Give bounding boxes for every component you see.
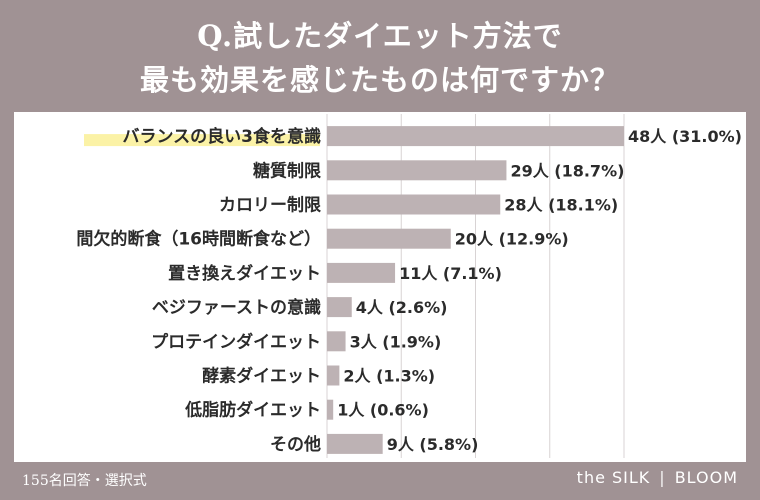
bar xyxy=(327,228,451,249)
value-label: 3人 (1.9%) xyxy=(350,332,442,351)
respondent-note: 155名回答・選択式 xyxy=(22,473,147,489)
bar-chart: バランスの良い3食を意識 48人 (31.0%) 糖質制限 29人 (18.7%) カロ… xyxy=(76,114,742,458)
brand-separator: | xyxy=(659,468,666,487)
value-label: 11人 (7.1%) xyxy=(399,264,502,283)
chart-title: Q.試したダイエット方法で 最も効果を感じたものは何ですか？ xyxy=(0,14,760,102)
value-label: 2人 (1.3%) xyxy=(343,367,435,386)
value-label: 48人 (31.0%) xyxy=(628,127,742,146)
bar xyxy=(327,331,346,352)
value-label: 28人 (18.1%) xyxy=(504,196,618,215)
category-label: プロテインダイエット xyxy=(151,331,321,352)
bar xyxy=(327,194,501,215)
value-label: 1人 (0.6%) xyxy=(337,401,429,420)
bar xyxy=(327,433,383,454)
title-line-1: Q.試したダイエット方法で xyxy=(197,19,563,53)
category-label: その他 xyxy=(270,434,321,455)
category-label: バランスの良い3食を意識 xyxy=(123,126,322,147)
category-label: 糖質制限 xyxy=(253,160,321,181)
category-label: 酵素ダイエット xyxy=(202,366,321,387)
bar xyxy=(327,365,340,386)
value-label: 20人 (12.9%) xyxy=(455,230,569,249)
category-highlight xyxy=(84,134,320,147)
category-label: ベジファーストの意識 xyxy=(152,297,321,318)
value-label: 9人 (5.8%) xyxy=(387,435,479,454)
category-label: 置き換えダイエット xyxy=(168,263,321,284)
category-label: カロリー制限 xyxy=(219,195,321,216)
title-line-2: 最も効果を感じたものは何ですか？ xyxy=(139,63,620,97)
bar xyxy=(327,297,352,318)
value-label: 29人 (18.7%) xyxy=(510,161,624,180)
value-label: 4人 (2.6%) xyxy=(356,298,448,317)
bar xyxy=(327,399,334,420)
bar xyxy=(327,262,396,283)
category-label: 間欠的断食（16時間断食など） xyxy=(76,229,321,250)
brand-logo: the SILK | BLOOM xyxy=(577,468,738,487)
category-label: 低脂肪ダイエット xyxy=(184,400,321,421)
brand-name-right: BLOOM xyxy=(674,468,738,487)
bar xyxy=(327,160,507,181)
bar xyxy=(327,126,624,147)
brand-name-left: the SILK xyxy=(576,468,651,487)
chart-panel: バランスの良い3食を意識 48人 (31.0%) 糖質制限 29人 (18.7%) カロ… xyxy=(14,112,746,462)
